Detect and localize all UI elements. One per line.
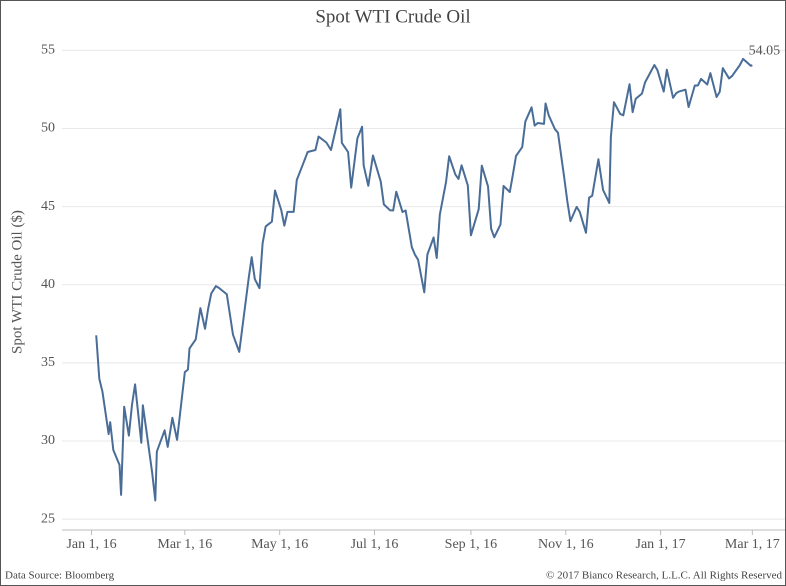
source: Data Source: Bloomberg bbox=[5, 570, 115, 582]
x-tick-label: Mar 1, 17 bbox=[725, 537, 780, 552]
chart-title: Spot WTI Crude Oil bbox=[315, 6, 470, 27]
y-tick-label: 45 bbox=[41, 199, 55, 214]
y-tick-label: 25 bbox=[41, 511, 55, 526]
last-value-label: 54.05 bbox=[749, 43, 781, 58]
x-tick-label: Jul 1, 16 bbox=[351, 537, 399, 552]
y-tick-label: 40 bbox=[41, 277, 55, 292]
y-tick-label: 30 bbox=[41, 433, 55, 448]
y-tick-label: 50 bbox=[41, 121, 55, 136]
price-line bbox=[95, 57, 753, 502]
x-tick-label: Jan 1, 17 bbox=[636, 537, 686, 552]
y-tick-label: 55 bbox=[41, 43, 55, 58]
y-tick-label: 35 bbox=[41, 355, 55, 370]
x-tick-label: Nov 1, 16 bbox=[538, 537, 594, 552]
x-tick-label: Jan 1, 16 bbox=[66, 537, 116, 552]
copyright: © 2017 Bianco Research, L.L.C. All Right… bbox=[546, 570, 782, 582]
x-tick-label: May 1, 16 bbox=[251, 537, 308, 552]
x-tick-label: Mar 1, 16 bbox=[157, 537, 212, 552]
y-axis-label: Spot WTI Crude Oil ($) bbox=[9, 210, 25, 354]
x-tick-label: Sep 1, 16 bbox=[445, 537, 498, 552]
